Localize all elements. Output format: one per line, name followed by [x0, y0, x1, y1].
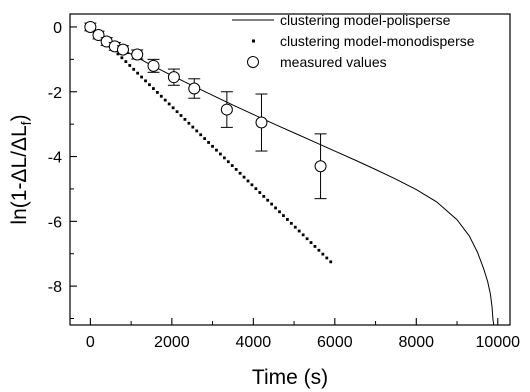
measured-point	[255, 116, 268, 129]
y-tick-label: -4	[48, 150, 62, 167]
monodisperse-model-point	[187, 121, 191, 125]
monodisperse-model-point	[270, 202, 274, 206]
monodisperse-model-point	[266, 198, 270, 202]
monodisperse-model-point	[325, 256, 329, 260]
monodisperse-model-point	[238, 171, 242, 175]
measured-point	[116, 43, 129, 56]
y-axis-title-main: ln(1-ΔL/ΔL	[8, 125, 31, 224]
measured-point	[84, 20, 97, 33]
monodisperse-model-point	[144, 79, 147, 83]
measured-point	[131, 48, 144, 61]
monodisperse-model-point	[152, 87, 155, 90]
monodisperse-model-point	[254, 187, 258, 191]
monodisperse-model-point	[136, 71, 140, 75]
monodisperse-model-point	[250, 183, 254, 187]
monodisperse-model-point	[148, 83, 151, 87]
monodisperse-model-point	[282, 214, 285, 218]
monodisperse-model-point	[274, 206, 277, 210]
monodisperse-model-point	[285, 218, 289, 221]
measured-point	[220, 103, 233, 116]
monodisperse-model-point	[167, 102, 171, 106]
monodisperse-model-point	[191, 125, 195, 129]
monodisperse-model-point	[203, 137, 207, 141]
x-tick-label: 6000	[317, 334, 353, 351]
x-tick-label: 4000	[236, 334, 272, 351]
plot-area	[84, 20, 495, 325]
monodisperse-model-point	[278, 210, 281, 214]
y-tick-label: -6	[48, 214, 62, 231]
monodisperse-model-point	[159, 94, 163, 98]
monodisperse-model-point	[317, 248, 321, 252]
monodisperse-model-point	[226, 160, 230, 164]
monodisperse-model-point	[155, 91, 159, 94]
monodisperse-model-point	[215, 148, 218, 152]
monodisperse-model-point	[163, 98, 167, 102]
legend-label-monodisperse: clustering model-monodisperse	[280, 33, 475, 49]
monodisperse-model-point	[246, 179, 250, 183]
monodisperse-model-point	[258, 191, 262, 194]
monodisperse-model-point	[175, 110, 179, 114]
monodisperse-model-point	[211, 144, 214, 148]
plot-frame	[69, 13, 511, 326]
y-tick-label: -2	[48, 85, 62, 102]
monodisperse-model-point	[329, 260, 333, 264]
x-tick-label: 2000	[154, 334, 190, 351]
monodisperse-model-point	[222, 156, 226, 160]
x-tick-label: 0	[86, 334, 95, 351]
monodisperse-model-point	[124, 60, 128, 64]
monodisperse-model-point	[297, 229, 301, 233]
measured-point	[188, 82, 201, 95]
monodisperse-model-point	[183, 117, 187, 121]
x-tick-label: 8000	[398, 334, 434, 351]
y-tick-label: 0	[53, 20, 62, 37]
monodisperse-model-point	[120, 56, 124, 60]
monodisperse-model-point	[313, 245, 317, 248]
y-tick-label: -8	[48, 279, 62, 296]
monodisperse-model-point	[301, 233, 305, 237]
monodisperse-model-point	[171, 106, 175, 110]
monodisperse-model-point	[321, 252, 325, 256]
monodisperse-model-point	[305, 237, 309, 241]
monodisperse-model-point	[242, 175, 246, 179]
x-tick-label: 10000	[476, 334, 521, 351]
x-axis-title: Time (s)	[252, 366, 328, 389]
legend-dot-symbol	[252, 39, 255, 43]
legend-label-polisperse: clustering model-polisperse	[280, 12, 451, 28]
y-axis-title-subscript: f	[18, 121, 34, 125]
measured-point	[314, 160, 327, 173]
monodisperse-model-point	[199, 133, 203, 137]
monodisperse-model-point	[293, 225, 297, 229]
legend-label-measured: measured values	[280, 54, 387, 70]
monodisperse-model-point	[140, 75, 143, 79]
polisperse-model-line	[90, 26, 495, 325]
measured-point	[167, 71, 180, 84]
legend-circle-symbol	[247, 56, 259, 68]
monodisperse-model-point	[132, 67, 136, 71]
series-group	[84, 20, 495, 325]
monodisperse-model-point	[179, 114, 183, 117]
monodisperse-model-point	[195, 129, 199, 133]
y-axis-title-suffix: )	[8, 114, 31, 121]
y-axis-title: ln(1-ΔL/ΔLf)	[8, 114, 34, 224]
legend: clustering model-polisperse clustering mo…	[232, 12, 475, 70]
measured-point	[147, 59, 160, 72]
monodisperse-model-point	[230, 164, 234, 167]
monodisperse-model-point	[219, 152, 222, 156]
monodisperse-model-point	[309, 241, 313, 244]
monodisperse-model-point	[262, 194, 266, 198]
axes: 0 2000 4000 6000 8000 10000 0 -2 -4 -6 -8	[48, 13, 521, 351]
monodisperse-model-point	[128, 64, 132, 67]
monodisperse-model-point	[289, 221, 293, 225]
monodisperse-model-point	[234, 168, 238, 171]
monodisperse-model-point	[207, 141, 210, 144]
